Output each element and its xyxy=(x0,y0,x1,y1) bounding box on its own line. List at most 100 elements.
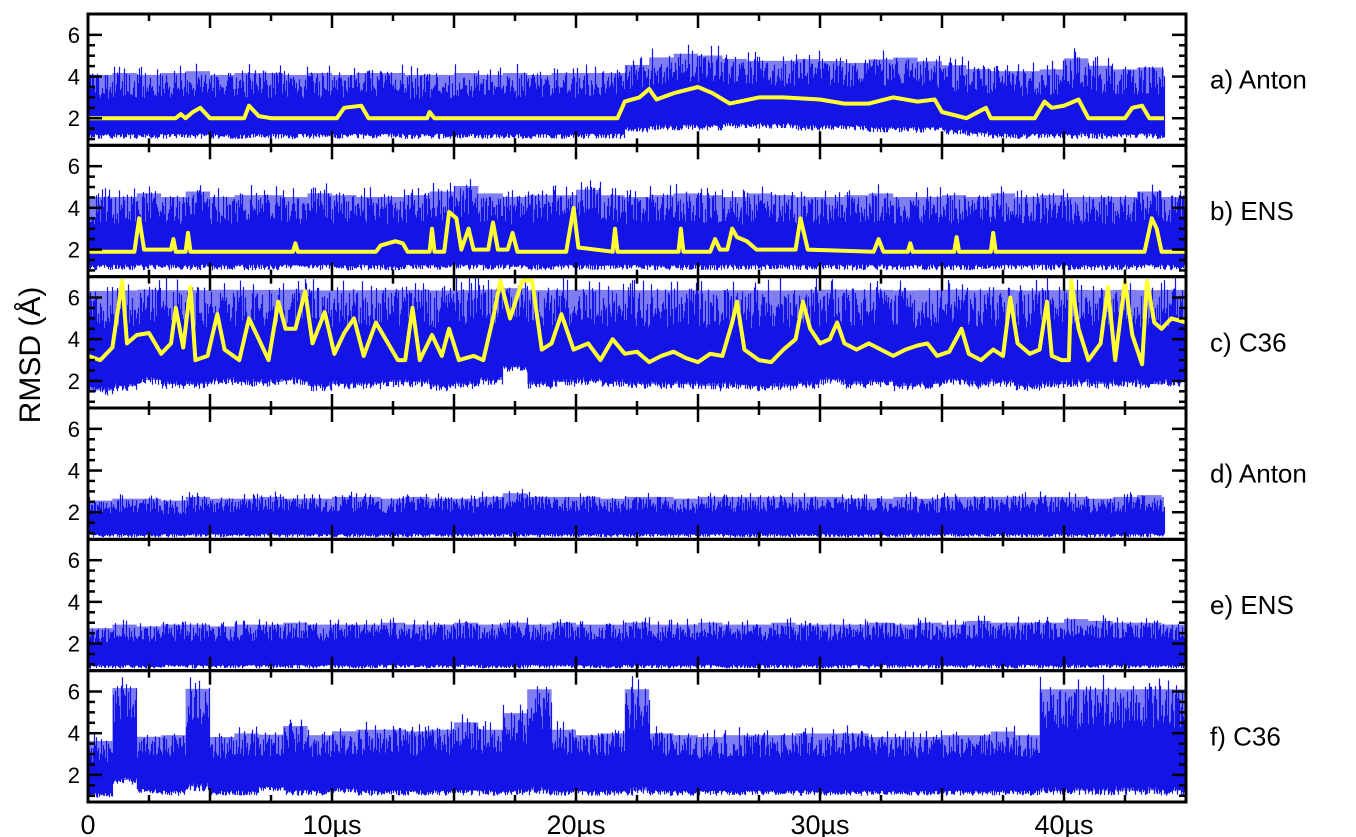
raw-rmsd-bin xyxy=(234,624,259,664)
raw-rmsd-bin xyxy=(429,624,454,664)
raw-rmsd-bin xyxy=(551,729,576,791)
smoothed-rmsd-line-3 xyxy=(88,278,1186,367)
smoothed-rmsd-line-2 xyxy=(88,205,1186,254)
raw-rmsd-bin xyxy=(405,624,430,664)
raw-rmsd-bin xyxy=(1064,689,1089,791)
raw-rmsd-bin xyxy=(210,498,235,532)
raw-rmsd-bin xyxy=(576,735,601,791)
raw-rmsd-bin xyxy=(307,624,332,664)
raw-rmsd-bin xyxy=(454,290,479,385)
raw-rmsd-bin xyxy=(185,496,210,532)
raw-rmsd-bin xyxy=(844,290,869,385)
raw-rmsd-bin xyxy=(990,731,1016,791)
raw-rmsd-bin xyxy=(844,62,869,126)
raw-rmsd-bin xyxy=(405,496,430,532)
raw-rmsd-bin xyxy=(1064,197,1089,266)
raw-rmsd-bin xyxy=(673,624,698,664)
raw-rmsd-bin xyxy=(185,688,210,787)
raw-rmsd-bin xyxy=(698,737,723,791)
raw-rmsd-bin xyxy=(258,496,284,532)
raw-rmsd-bin xyxy=(332,74,357,134)
raw-rmsd-bin xyxy=(795,496,820,532)
raw-rmsd-bin xyxy=(966,496,991,532)
raw-rmsd-bin xyxy=(917,622,942,664)
raw-rmsd-bin xyxy=(1039,195,1064,266)
raw-rmsd-bin xyxy=(576,496,601,532)
panel-label-4: d) Anton xyxy=(1210,459,1307,489)
raw-rmsd-bin xyxy=(258,195,284,266)
raw-rmsd-bin xyxy=(893,57,918,128)
frame-layer xyxy=(86,12,1188,804)
raw-rmsd-bin xyxy=(990,193,1016,266)
raw-rmsd-bin xyxy=(698,622,723,664)
raw-rmsd-bin xyxy=(527,496,552,532)
raw-rmsd-bin xyxy=(868,737,894,791)
raw-rmsd-bin xyxy=(283,197,308,266)
raw-rmsd-bin xyxy=(478,496,503,532)
raw-rmsd-bin xyxy=(1088,498,1113,532)
raw-rmsd-bin xyxy=(88,290,113,391)
raw-rmsd-bin xyxy=(771,195,796,266)
raw-rmsd-bin xyxy=(649,733,674,791)
raw-rmsd-bin xyxy=(722,735,747,791)
raw-rmsd-bin xyxy=(283,726,308,791)
raw-rmsd-bin xyxy=(1064,58,1089,134)
raw-rmsd-bin xyxy=(380,729,406,791)
raw-rmsd-bin xyxy=(405,195,430,266)
raw-rmsd-bin xyxy=(88,500,113,533)
raw-rmsd-bin xyxy=(161,73,186,134)
raw-rmsd-bin xyxy=(551,73,576,134)
raw-rmsd-bin xyxy=(820,733,845,791)
raw-rmsd-bin xyxy=(258,73,284,134)
raw-rmsd-bin xyxy=(210,74,235,134)
data-layer xyxy=(88,44,1186,798)
raw-rmsd-bin xyxy=(795,733,820,791)
raw-rmsd-bin xyxy=(161,197,186,266)
raw-rmsd-bin xyxy=(917,197,942,266)
raw-rmsd-bin xyxy=(1015,290,1040,387)
raw-rmsd-bin xyxy=(210,626,235,664)
raw-rmsd-bin xyxy=(478,74,503,134)
raw-rmsd-bin xyxy=(917,737,942,791)
raw-rmsd-bin xyxy=(1039,496,1064,532)
x-tick-label: 10µs xyxy=(302,810,361,837)
raw-rmsd-bin xyxy=(893,496,918,532)
raw-rmsd-bin xyxy=(1161,496,1164,532)
raw-rmsd-bin xyxy=(600,73,625,134)
raw-rmsd-bin xyxy=(649,496,674,532)
raw-rmsd-bin xyxy=(746,496,772,532)
raw-rmsd-bin xyxy=(1015,496,1040,532)
raw-rmsd-bin xyxy=(112,688,137,781)
raw-rmsd-bin xyxy=(844,733,869,791)
y-tick-label: 6 xyxy=(68,548,80,573)
raw-rmsd-bin xyxy=(478,624,503,664)
raw-rmsd-bin xyxy=(502,713,528,791)
raw-rmsd-bin xyxy=(698,496,723,532)
raw-rmsd-bin xyxy=(673,290,698,385)
raw-rmsd-bin xyxy=(551,195,576,266)
raw-rmsd-bin xyxy=(356,197,381,266)
raw-rmsd-bin xyxy=(332,195,357,266)
y-tick-label: 2 xyxy=(68,106,80,131)
raw-rmsd-bin xyxy=(649,195,674,266)
raw-rmsd-bin xyxy=(722,496,747,532)
raw-rmsd-bin xyxy=(356,73,381,134)
raw-rmsd-bin xyxy=(136,74,162,134)
y-tick-label: 2 xyxy=(68,500,80,525)
raw-rmsd-bin xyxy=(844,195,869,266)
raw-rmsd-bin xyxy=(307,73,332,134)
x-tick-label: 40µs xyxy=(1034,810,1093,837)
raw-rmsd-bin xyxy=(844,498,869,532)
raw-rmsd-bin xyxy=(600,195,625,266)
panel-label-2: b) ENS xyxy=(1210,196,1294,226)
y-tick-label: 6 xyxy=(68,286,80,311)
raw-rmsd-bin xyxy=(1015,71,1040,134)
raw-rmsd-bin xyxy=(942,496,967,532)
raw-rmsd-bin xyxy=(746,735,772,791)
raw-rmsd-bin xyxy=(356,729,381,791)
raw-rmsd-bin xyxy=(746,60,772,124)
raw-rmsd-bin xyxy=(893,624,918,664)
raw-rmsd-bin xyxy=(942,735,967,791)
raw-rmsd-bin xyxy=(161,500,186,533)
raw-rmsd-bin xyxy=(624,290,650,385)
